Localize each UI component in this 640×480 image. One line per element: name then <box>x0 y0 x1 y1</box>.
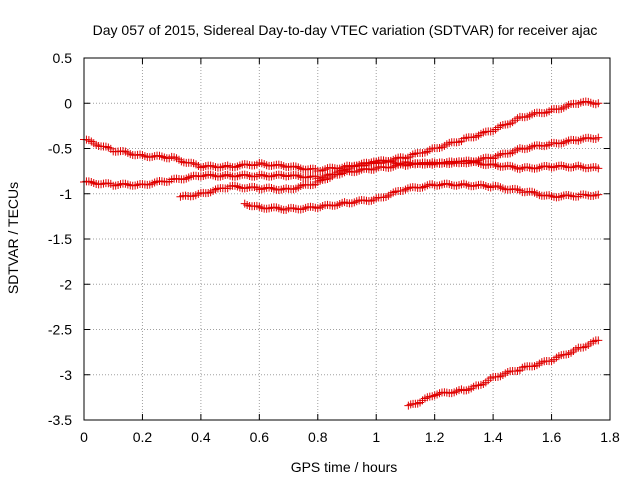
chart-title: Day 057 of 2015, Sidereal Day-to-day VTE… <box>93 22 598 38</box>
x-tick-label: 0.4 <box>191 429 211 445</box>
y-tick-label: -1.5 <box>48 231 72 247</box>
y-tick-label: -3.5 <box>48 412 72 428</box>
x-tick-label: 1.2 <box>425 429 445 445</box>
x-tick-label: 0.6 <box>250 429 270 445</box>
x-axis-label: GPS time / hours <box>291 459 398 475</box>
x-tick-label: 0 <box>80 429 88 445</box>
x-tick-label: 1.6 <box>542 429 562 445</box>
y-tick-label: 0 <box>64 95 72 111</box>
y-tick-label: -1 <box>60 186 73 202</box>
x-tick-label: 1.8 <box>600 429 620 445</box>
y-tick-label: 0.5 <box>53 50 73 66</box>
plot-border <box>83 57 611 421</box>
data-point <box>594 336 603 345</box>
x-tick-label: 0.2 <box>133 429 153 445</box>
x-tick-label: 1.4 <box>483 429 503 445</box>
series-satellite-e <box>404 336 603 410</box>
y-tick-label: -0.5 <box>48 141 72 157</box>
y-tick-labels: 0.5 0 -0.5 -1 -1.5 -2 -2.5 -3 -3.5 <box>48 50 72 428</box>
series-satellite-d <box>240 179 603 214</box>
x-tick-labels: 0 0.2 0.4 0.6 0.8 1 1.2 1.4 1.6 1.8 <box>80 429 620 445</box>
y-axis-label: SDTVAR / TECUs <box>5 182 21 294</box>
series-satellite-c <box>176 157 603 201</box>
data-point <box>594 99 603 108</box>
data-point <box>594 190 603 199</box>
data-point <box>594 164 603 173</box>
y-tick-label: -3 <box>60 367 73 383</box>
x-tick-label: 0.8 <box>308 429 328 445</box>
series-satellite-a <box>80 97 603 176</box>
x-tick-label: 1 <box>372 429 380 445</box>
y-tick-label: -2.5 <box>48 322 72 338</box>
data-point <box>594 133 603 142</box>
y-tick-label: -2 <box>60 276 73 292</box>
grid-lines <box>84 58 610 420</box>
data-points <box>80 97 603 410</box>
series-satellite-b <box>80 133 603 190</box>
